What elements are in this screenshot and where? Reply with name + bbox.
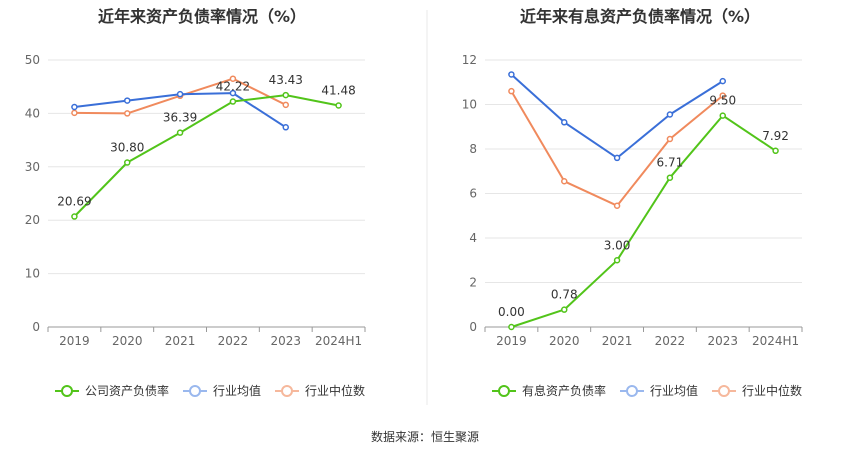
industry-mean-point [176,90,184,98]
company-point [772,147,779,155]
data-source: 数据来源：恒生聚源 [371,429,479,444]
y-tick-label: 30 [25,160,40,174]
interest-bearing-debt-ratio-chart: 近年来有息资产负债率情况（%） 0 2 4 6 8 10 12 2019 2020 2021 2022… [462,7,803,398]
x-tick-label: 2024H1 [315,334,362,348]
y-tick-label: 8 [469,142,477,156]
company-point [176,129,184,136]
company-point [666,174,674,181]
company-legend-marker [61,385,73,397]
industry-median-legend-marker [718,385,730,397]
legend-label: 有息资产负债率 [522,383,606,398]
industry-median-point [124,110,131,117]
company-line [511,114,777,328]
x-tick-label: 2023 [707,334,738,348]
data-label: 41.48 [321,83,355,97]
data-label: 20.69 [57,195,91,209]
industry-median-legend-marker [281,385,293,397]
industry-median-point [613,202,621,209]
data-label: 6.71 [657,156,684,170]
y-tick-label: 40 [25,106,40,120]
industry-median-point [71,109,78,117]
company-point [124,159,131,166]
industry-mean-point [613,154,621,162]
legend-label: 公司资产负债率 [85,383,169,398]
legend-label: 行业均值 [650,383,698,398]
y-tick-label: 50 [25,53,40,67]
company-line [73,94,339,218]
industry-mean-point [229,89,237,97]
data-label: 0.00 [498,305,525,319]
y-tick-label: 0 [32,320,40,334]
chart-title: 近年来资产负债率情况（%） [98,7,306,26]
x-tick-label: 2020 [549,334,580,348]
company-point [719,112,726,119]
industry-mean-point [282,124,289,131]
industry-mean-point [71,103,78,111]
x-tick-label: 2022 [218,334,249,348]
industry-median-point [229,75,237,82]
industry-mean-point [666,111,674,118]
legend-label: 行业均值 [213,383,261,398]
chart-title: 近年来有息资产负债率情况（%） [520,7,760,26]
company-point [613,257,621,264]
data-label: 42.22 [216,80,250,94]
y-tick-label: 10 [462,98,477,112]
y-tick-label: 6 [469,187,477,201]
industry-median-point [508,87,515,95]
industry-median-line [510,90,724,207]
y-tick-label: 20 [25,213,40,227]
y-tick-label: 10 [25,267,40,281]
data-label: 43.43 [269,73,303,87]
x-tick-label: 2024H1 [752,334,799,348]
y-tick-label: 4 [469,231,477,245]
data-label: 0.78 [551,288,578,302]
company-point [561,306,568,313]
y-tick-label: 2 [469,276,477,290]
y-tick-label: 12 [462,53,477,67]
data-label: 30.80 [110,141,144,155]
company-legend-marker [498,385,510,397]
industry-median-point [561,178,568,185]
company-point [71,213,78,220]
data-label: 3.00 [604,238,631,252]
y-tick-label: 0 [469,320,477,334]
industry-mean-point [124,97,131,104]
x-tick-label: 2019 [59,334,90,348]
data-label: 9.50 [709,94,736,108]
industry-mean-point [561,119,568,126]
company-point [335,102,342,109]
industry-median-point [282,101,289,109]
x-tick-label: 2023 [270,334,301,348]
x-tick-label: 2022 [655,334,686,348]
industry-mean-legend-marker [626,385,638,397]
legend-label: 行业中位数 [305,383,365,398]
industry-mean-point [508,71,515,78]
company-point [229,98,237,105]
industry-mean-point [719,77,726,85]
x-tick-label: 2021 [602,334,633,348]
x-tick-label: 2020 [112,334,143,348]
data-label: 36.39 [163,111,197,125]
x-tick-label: 2019 [496,334,527,348]
x-tick-label: 2021 [165,334,196,348]
industry-median-point [666,135,674,143]
industry-mean-legend-marker [189,385,201,397]
legend-label: 行业中位数 [742,383,802,398]
company-point [508,323,515,331]
data-label: 7.92 [762,129,789,143]
debt-ratio-chart: 近年来资产负债率情况（%） 0 10 20 30 40 50 2019 2020 2021 2022… [25,7,366,398]
company-point [282,91,289,99]
industry-median-point [719,92,726,99]
